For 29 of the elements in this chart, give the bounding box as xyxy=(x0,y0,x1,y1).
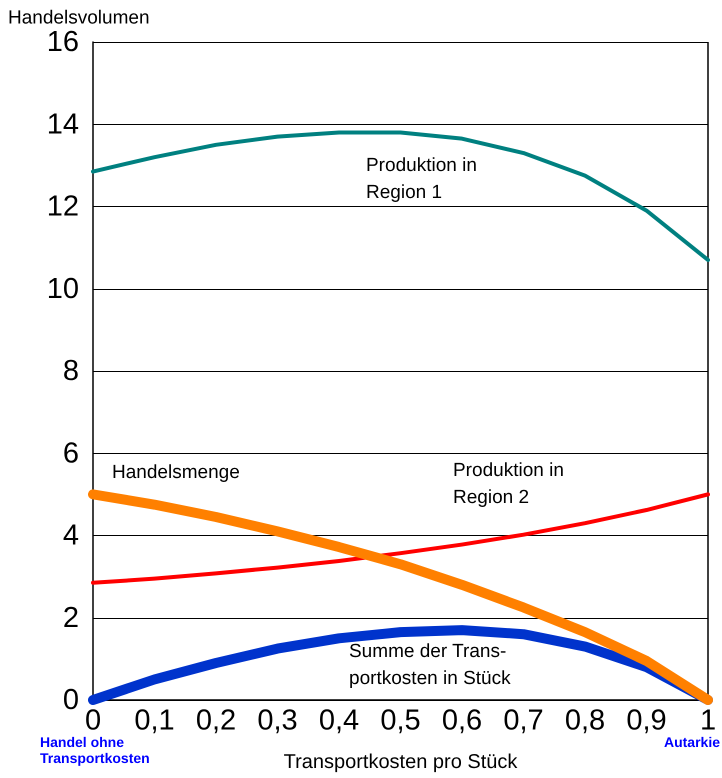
y-tick-label: 6 xyxy=(62,437,79,470)
series-label: Summe der Trans- portkosten in Stück xyxy=(349,641,512,689)
x-tick-label: 0,1 xyxy=(134,704,175,736)
x-tick-label: 1 xyxy=(700,704,716,736)
y-tick-label: 12 xyxy=(46,190,79,222)
x-tick-label: 0 xyxy=(84,704,102,736)
x-tick-label: 0,2 xyxy=(196,704,236,736)
y-tick-label: 16 xyxy=(46,26,79,58)
series-label: Produktion in Region 1 xyxy=(366,155,477,203)
x-tick-label: 0,3 xyxy=(257,704,298,736)
text: Autarkie xyxy=(664,734,720,750)
y-tick-label: 8 xyxy=(62,355,79,387)
y-axis-title: Handelsvolumen xyxy=(8,8,150,29)
y-tick-label: 4 xyxy=(62,520,79,552)
x-tick-label: 0,7 xyxy=(503,704,544,736)
text: Handel ohne Transportkosten xyxy=(40,734,150,766)
series-label: Produktion in Region 2 xyxy=(453,460,564,508)
x-tick-label: 0,5 xyxy=(380,704,421,736)
y-tick-label: 0 xyxy=(62,684,79,716)
line-series xyxy=(91,130,710,262)
y-tick-label: 14 xyxy=(46,108,79,140)
x-tick-label: 0,6 xyxy=(442,704,482,736)
x-tick-label: 0,9 xyxy=(626,704,667,736)
x-tick-label: 0,4 xyxy=(318,704,360,736)
y-tick-label: 10 xyxy=(46,272,79,305)
x-tick-label: 0,8 xyxy=(564,704,606,736)
x-axis-title: Transportkosten pro Stück xyxy=(284,751,518,773)
y-tick-label: 2 xyxy=(62,602,79,634)
series-label: Handelsmenge xyxy=(112,462,240,483)
